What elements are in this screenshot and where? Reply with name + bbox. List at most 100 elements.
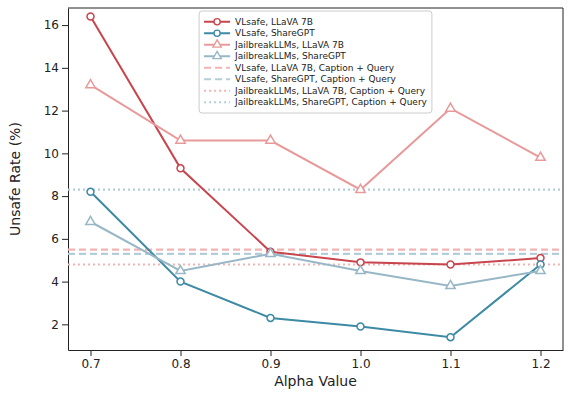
tick-label: 1.0 bbox=[351, 357, 370, 371]
frame bbox=[68, 8, 563, 9]
legend-item: JailbreakLLMs, LLaVA 7B, Caption + Query bbox=[204, 86, 426, 96]
legend-item: JailbreakLLMs, ShareGPT, Caption + Query bbox=[204, 97, 427, 107]
series-line bbox=[91, 17, 541, 265]
tick-label: 0.9 bbox=[261, 357, 280, 371]
tick-mark bbox=[62, 111, 68, 112]
tick: 1.2 bbox=[531, 350, 550, 371]
marker bbox=[446, 103, 455, 111]
tick-mark bbox=[62, 68, 68, 69]
legend-item: VLsafe, ShareGPT bbox=[204, 28, 315, 38]
y-axis-title: Unsafe Rate (%) bbox=[7, 122, 23, 236]
tick-mark bbox=[62, 196, 68, 197]
legend-item: VLsafe, ShareGPT, Caption + Query bbox=[204, 74, 396, 84]
legend-marker bbox=[214, 19, 220, 25]
legend-item: VLsafe, LLaVA 7B, Caption + Query bbox=[204, 63, 395, 73]
legend-swatch bbox=[204, 67, 230, 69]
x-axis-title: Alpha Value bbox=[274, 373, 357, 389]
marker bbox=[176, 266, 185, 274]
marker bbox=[266, 248, 275, 256]
tick: 12 bbox=[44, 104, 68, 118]
marker bbox=[87, 188, 94, 195]
legend-item: VLsafe, LLaVA 7B bbox=[204, 17, 313, 27]
legend-label: VLsafe, LLaVA 7B, Caption + Query bbox=[235, 63, 395, 73]
tick: 6 bbox=[51, 232, 68, 246]
legend-item: JailbreakLLMs, LLaVA 7B bbox=[204, 40, 344, 50]
marker bbox=[176, 135, 185, 143]
tick: 4 bbox=[51, 275, 68, 289]
legend-label: VLsafe, ShareGPT, Caption + Query bbox=[235, 74, 396, 84]
legend-swatch bbox=[204, 90, 230, 92]
marker bbox=[446, 280, 455, 288]
tick: 2 bbox=[51, 318, 68, 332]
axis-line bbox=[68, 9, 69, 351]
tick: 14 bbox=[44, 61, 68, 75]
tick: 8 bbox=[51, 189, 68, 203]
tick-label: 4 bbox=[51, 275, 59, 289]
marker bbox=[87, 13, 94, 20]
tick-mark bbox=[91, 350, 92, 356]
marker bbox=[177, 278, 184, 285]
tick-mark bbox=[271, 350, 272, 356]
tick-label: 14 bbox=[44, 61, 59, 75]
tick-label: 6 bbox=[51, 232, 59, 246]
plot-area bbox=[68, 13, 563, 341]
marker bbox=[536, 152, 545, 160]
marker bbox=[267, 314, 274, 321]
marker bbox=[447, 334, 454, 341]
marker bbox=[86, 216, 95, 224]
legend-swatch bbox=[204, 78, 230, 80]
marker bbox=[177, 165, 184, 172]
tick-label: 2 bbox=[51, 318, 59, 332]
tick: 0.8 bbox=[171, 350, 190, 371]
series-line bbox=[91, 222, 541, 286]
tick-label: 0.8 bbox=[171, 357, 190, 371]
legend-label: JailbreakLLMs, ShareGPT bbox=[234, 51, 346, 61]
legend: VLsafe, LLaVA 7BVLsafe, ShareGPT Jailbrea… bbox=[199, 11, 432, 113]
tick: 1.0 bbox=[351, 350, 370, 371]
reference-line bbox=[68, 189, 563, 191]
tick-mark bbox=[451, 350, 452, 356]
tick-label: 1.2 bbox=[531, 357, 550, 371]
tick: 0.9 bbox=[261, 350, 280, 371]
tick: 10 bbox=[44, 147, 68, 161]
legend-label: JailbreakLLMs, LLaVA 7B bbox=[234, 40, 344, 50]
legend-swatch bbox=[204, 101, 230, 103]
y-axis: 2 4 6 8 10 12 14 16 bbox=[44, 9, 69, 351]
chart: 0.7 0.8 0.9 1.0 1.1 1.2 2 4 6 8 10 12 14 16 Alpha Valu… bbox=[0, 0, 572, 398]
tick-mark bbox=[62, 282, 68, 283]
tick-label: 8 bbox=[51, 189, 59, 203]
marker bbox=[356, 266, 365, 274]
tick-label: 12 bbox=[44, 104, 59, 118]
tick-label: 10 bbox=[44, 147, 59, 161]
legend-label: JailbreakLLMs, ShareGPT, Caption + Query bbox=[234, 97, 427, 107]
reference-line bbox=[68, 253, 563, 255]
legend-marker bbox=[213, 51, 221, 58]
marker bbox=[357, 323, 364, 330]
marker bbox=[447, 261, 454, 268]
x-axis: 0.7 0.8 0.9 1.0 1.1 1.2 bbox=[69, 350, 564, 371]
marker bbox=[536, 266, 545, 274]
marker bbox=[266, 135, 275, 143]
tick-mark bbox=[541, 350, 542, 356]
reference-line bbox=[68, 263, 563, 265]
tick-mark bbox=[361, 350, 362, 356]
legend-box bbox=[199, 11, 432, 113]
tick-mark bbox=[181, 350, 182, 356]
legend-label: VLsafe, ShareGPT bbox=[235, 28, 315, 38]
tick: 16 bbox=[44, 18, 68, 32]
frame bbox=[563, 8, 564, 350]
tick-mark bbox=[62, 324, 68, 325]
tick-label: 1.1 bbox=[441, 357, 460, 371]
legend-marker bbox=[213, 40, 221, 47]
tick-label: 0.7 bbox=[81, 357, 100, 371]
legend-label: JailbreakLLMs, LLaVA 7B, Caption + Query bbox=[234, 86, 426, 96]
tick: 1.1 bbox=[441, 350, 460, 371]
series-line bbox=[91, 192, 541, 337]
tick-label: 16 bbox=[44, 18, 59, 32]
tick-mark bbox=[62, 239, 68, 240]
legend-label: VLsafe, LLaVA 7B bbox=[235, 17, 313, 27]
tick: 0.7 bbox=[81, 350, 100, 371]
axis-line bbox=[69, 350, 564, 351]
series-line bbox=[91, 85, 541, 190]
legend-marker bbox=[214, 30, 220, 36]
